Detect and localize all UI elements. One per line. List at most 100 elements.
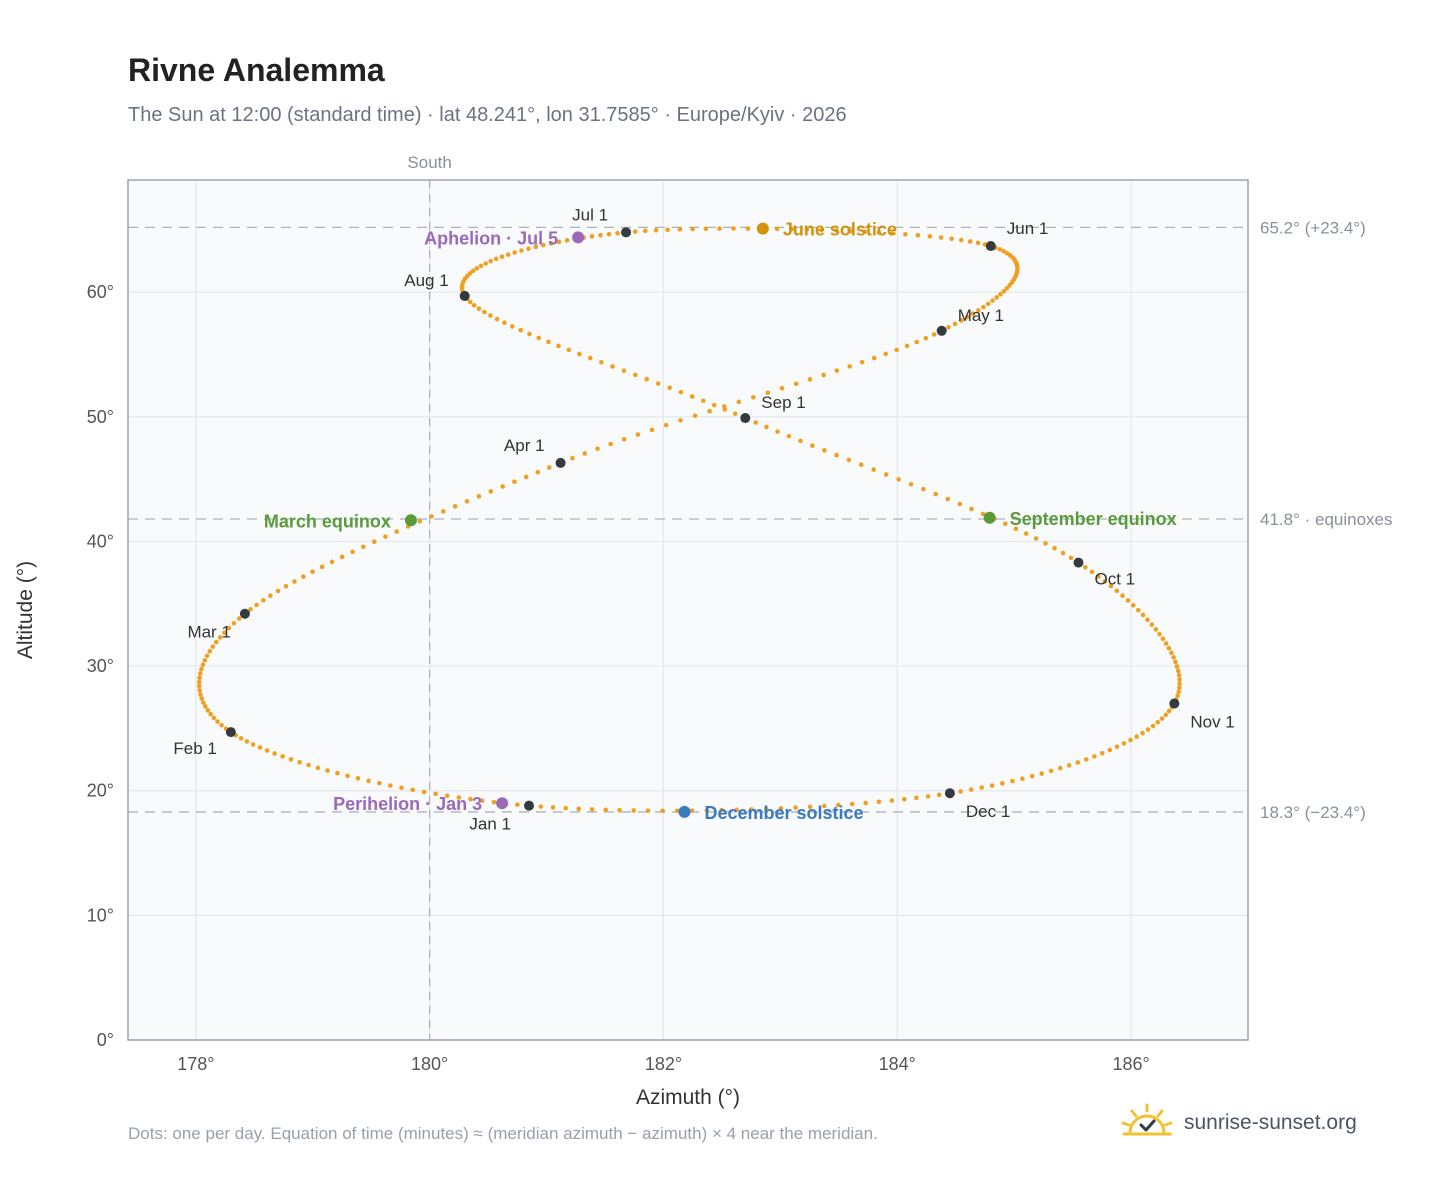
daily-dot — [1002, 521, 1008, 527]
daily-dot — [1177, 677, 1182, 682]
daily-dot — [1114, 588, 1120, 594]
daily-dot — [967, 239, 973, 244]
daily-dot — [471, 303, 477, 308]
daily-dot — [538, 804, 544, 809]
daily-dot — [711, 402, 717, 408]
daily-dot — [1033, 536, 1039, 541]
event-dot — [404, 514, 417, 527]
daily-dot — [1166, 645, 1172, 651]
daily-dot — [1163, 641, 1169, 646]
daily-dot — [410, 787, 416, 793]
daily-dot — [606, 231, 612, 237]
daily-dot — [959, 318, 964, 323]
daily-dot — [631, 808, 637, 813]
event-markers: June solstice December solstice March equi… — [264, 220, 1177, 823]
daily-dot — [433, 791, 438, 797]
event-label: December solstice — [704, 803, 863, 823]
daily-dot — [903, 231, 908, 237]
daily-dot — [863, 800, 869, 806]
daily-dot — [871, 355, 877, 361]
daily-dot — [722, 407, 728, 412]
daily-dot — [1020, 776, 1025, 781]
daily-dot — [608, 441, 613, 447]
daily-dot — [482, 309, 487, 315]
daily-dot — [810, 443, 815, 448]
daily-dot — [734, 807, 739, 813]
daily-dot — [677, 227, 683, 232]
daily-dot — [577, 351, 582, 357]
daily-dot — [692, 413, 698, 419]
month-label: Aug 1 — [404, 271, 448, 290]
brand[interactable]: sunrise-sunset.org — [1120, 1100, 1357, 1146]
y-tick-label: 30° — [87, 656, 114, 676]
daily-dot — [556, 343, 561, 349]
daily-dot — [197, 671, 203, 676]
month-label: Jun 1 — [1007, 219, 1049, 238]
daily-dot — [1052, 545, 1057, 551]
daily-dot — [678, 418, 683, 423]
daily-dot — [936, 792, 942, 798]
daily-dot — [946, 325, 951, 330]
daily-dot — [564, 238, 570, 243]
daily-dot — [248, 607, 253, 612]
month-label: Feb 1 — [173, 739, 216, 758]
daily-dot — [198, 692, 203, 697]
daily-dot — [774, 226, 780, 232]
daily-dot — [202, 657, 208, 663]
daily-dot — [969, 506, 974, 512]
plot-area — [128, 180, 1248, 1040]
event-label: September equinox — [1010, 509, 1177, 529]
daily-dot — [1108, 583, 1114, 589]
daily-dot — [1128, 737, 1133, 743]
daily-dot — [925, 794, 931, 799]
daily-dot — [765, 390, 771, 396]
daily-dot — [1157, 631, 1162, 637]
daily-dot — [915, 232, 921, 238]
daily-dot — [200, 662, 206, 668]
daily-dot — [509, 324, 515, 329]
daily-dot — [633, 372, 638, 378]
daily-dot — [704, 808, 710, 813]
daily-dot — [257, 745, 263, 750]
daily-dot — [319, 564, 325, 570]
month-dot — [459, 290, 470, 301]
meridian-label: South — [407, 153, 451, 172]
daily-dot — [989, 783, 995, 788]
daily-dot — [749, 807, 754, 812]
daily-dot — [1174, 664, 1180, 669]
daily-dot — [440, 509, 446, 514]
month-dot — [936, 325, 947, 336]
daily-dot — [952, 321, 958, 327]
daily-dot — [535, 469, 541, 475]
daily-dot — [494, 316, 500, 322]
daily-dot — [908, 481, 914, 487]
daily-dot — [846, 457, 852, 463]
daily-dot — [444, 793, 450, 799]
event-dot — [496, 797, 509, 810]
month-dot — [225, 727, 236, 738]
daily-dot — [587, 355, 593, 361]
daily-dot — [491, 799, 497, 805]
daily-dot — [921, 486, 926, 492]
daily-dot — [1134, 734, 1140, 739]
daily-dot — [306, 762, 311, 768]
daily-dot — [958, 789, 963, 794]
daily-dot — [254, 602, 259, 608]
reference-label: 65.2° (+23.4°) — [1260, 218, 1366, 237]
daily-dot — [456, 795, 462, 800]
month-dot — [740, 413, 751, 424]
daily-dot — [371, 539, 377, 545]
plot-frame — [127, 179, 1249, 1041]
brand-name[interactable]: sunrise-sunset.org — [1184, 1111, 1357, 1134]
daily-dot — [196, 679, 202, 685]
chart-subtitle: The Sun at 12:00 (standard time) · lat 4… — [128, 104, 847, 126]
daily-dot — [970, 311, 976, 316]
daily-dot — [570, 455, 575, 461]
daily-dot — [635, 432, 641, 437]
daily-dot — [301, 574, 306, 579]
daily-dot — [876, 230, 882, 235]
daily-dot — [201, 700, 206, 705]
daily-dot — [793, 805, 798, 810]
daily-dot — [736, 399, 742, 405]
daily-dot — [994, 295, 999, 300]
